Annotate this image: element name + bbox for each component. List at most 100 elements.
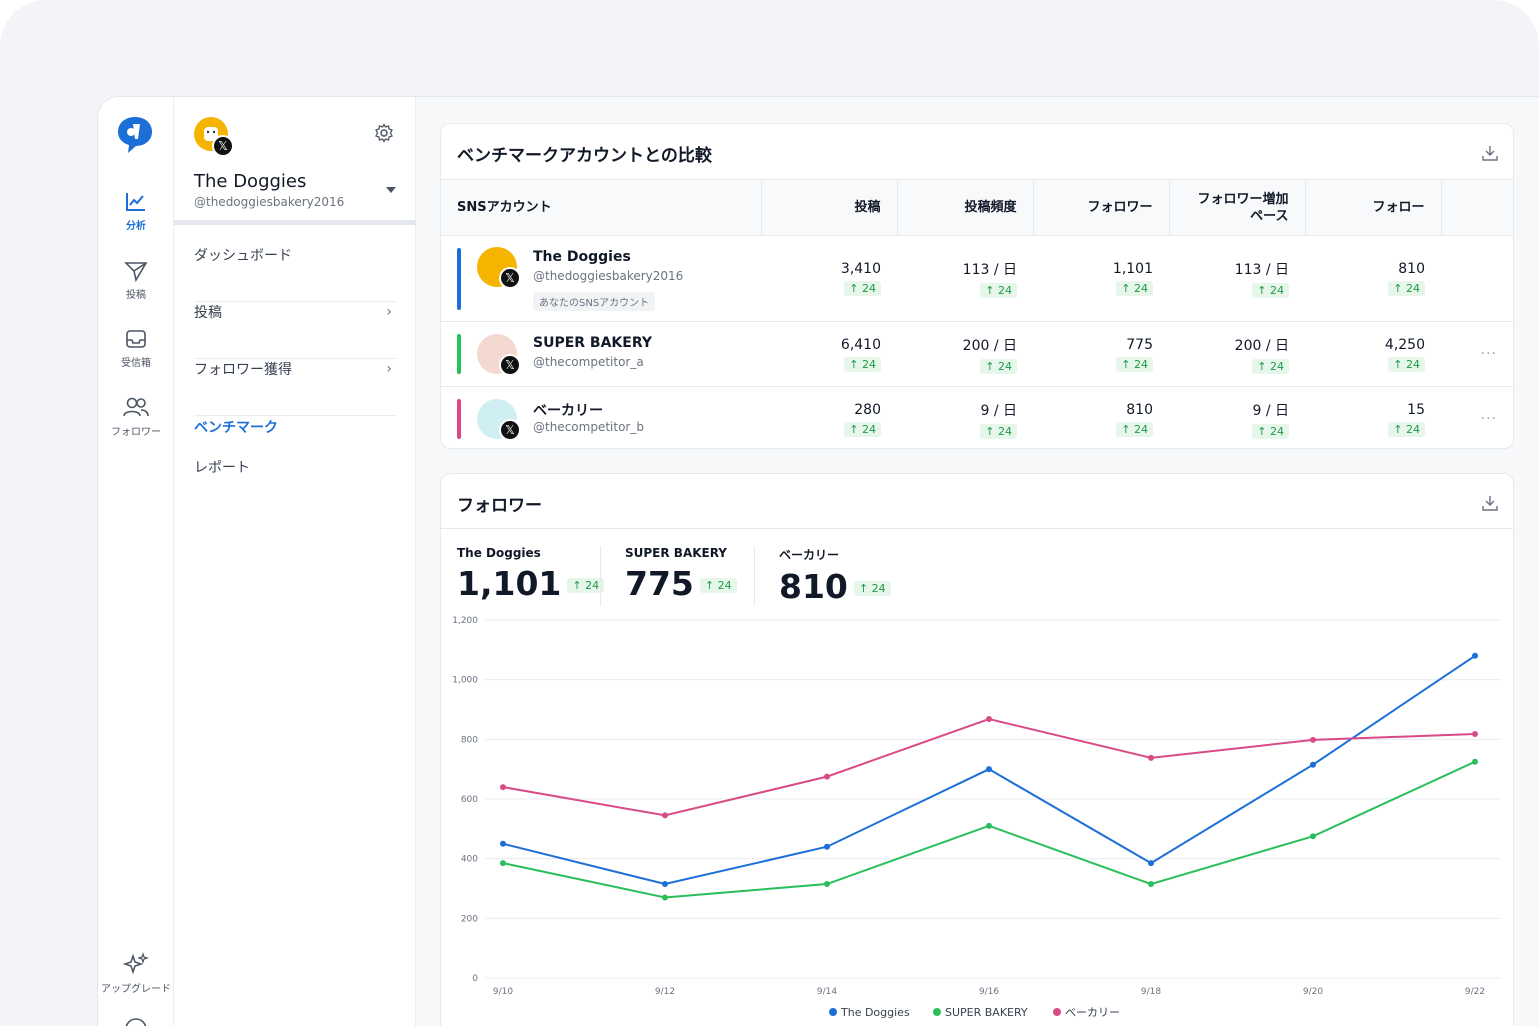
delta-value: 24: [998, 359, 1012, 373]
account-dropdown-icon[interactable]: [386, 187, 396, 193]
y-tick-label: 800: [461, 735, 478, 745]
delta-value: 24: [998, 284, 1012, 297]
account-cell: 𝕏 The Doggies @thedoggiesbakery2016 あなたの…: [441, 235, 761, 322]
rail-label: アップグレード: [101, 984, 171, 995]
x-tick-label: 9/14: [817, 987, 837, 997]
nav-dashboard[interactable]: ダッシュボード: [194, 245, 396, 302]
column-header[interactable]: SNSアカウント: [441, 179, 762, 236]
column-header[interactable]: 投稿頻度: [897, 179, 1034, 236]
table-row[interactable]: 𝕏 ベーカリー @thecompetitor_b 280 ↑ 24 9 / 日 ↑ …: [441, 387, 1513, 452]
delta-badge: ↑ 24: [567, 578, 605, 593]
benchmark-card: ベンチマークアカウントとの比較 SNSアカウント 投稿 投稿頻度 フォロワー フ…: [440, 123, 1514, 449]
app-logo-icon: [118, 117, 152, 153]
chevron-right-icon: ›: [386, 361, 392, 377]
account-name: ベーカリー: [533, 403, 603, 419]
rail-item-posts[interactable]: 投稿: [98, 260, 174, 301]
data-point: [1472, 730, 1478, 737]
sparkle-icon: [122, 952, 149, 975]
column-header[interactable]: 投稿: [761, 179, 898, 236]
stat-doggies: The Doggies 1,101 ↑ 24: [457, 546, 605, 603]
data-point: [1472, 758, 1478, 765]
legend-label: ベーカリー: [1065, 1006, 1120, 1019]
y-tick-label: 400: [461, 855, 478, 865]
delta-badge: ↑ 24: [1388, 281, 1425, 296]
delta-badge: ↑ 24: [1252, 423, 1289, 439]
table-row[interactable]: 𝕏 The Doggies @thedoggiesbakery2016 あなたの…: [441, 235, 1513, 322]
nav-posts[interactable]: 投稿 ›: [194, 302, 396, 359]
x-tick-label: 9/12: [655, 987, 675, 997]
y-tick-label: 200: [461, 914, 478, 924]
freq-value: 113 / 日: [962, 262, 1017, 278]
delta-badge: ↑ 24: [1252, 283, 1289, 298]
gear-icon[interactable]: [374, 123, 394, 143]
stat-number: 775: [625, 564, 694, 603]
nav-report[interactable]: レポート: [194, 457, 396, 477]
delta-badge: ↑ 24: [1252, 358, 1289, 374]
legend-swatch: [1053, 1008, 1061, 1016]
followers-line-chart: 0 200 400 600 800 1,000 1,200 9/10 9/12 9/14 9/16 9…: [452, 616, 1501, 1019]
download-icon[interactable]: [1481, 494, 1499, 512]
nav-followers[interactable]: フォロワー獲得 ›: [194, 359, 396, 416]
delta-badge: ↑ 24: [844, 281, 881, 296]
followers-value: 1,101: [1112, 261, 1153, 277]
data-point: [1148, 754, 1154, 761]
rail-item-analytics[interactable]: 分析: [98, 191, 174, 232]
data-point: [662, 881, 668, 888]
upgrade-button[interactable]: アップグレード: [98, 952, 174, 995]
benchmark-title: ベンチマークアカウントとの比較: [457, 146, 712, 166]
data-point: [824, 843, 830, 850]
nav-label: ダッシュボード: [194, 248, 292, 264]
rail-item-followers[interactable]: フォロワー: [98, 395, 174, 438]
rail-item-inbox[interactable]: 受信箱: [98, 328, 174, 369]
followers-title: フォロワー: [457, 496, 542, 516]
stat-label: The Doggies: [457, 546, 541, 560]
posts-value: 3,410: [840, 261, 881, 277]
avatar: 𝕏: [477, 399, 521, 441]
account-handle: @thedoggiesbakery2016: [533, 269, 684, 283]
table-row[interactable]: 𝕏 SUPER BAKERY @thecompetitor_a 6,410 ↑ 2…: [441, 321, 1513, 387]
column-header[interactable]: フォロワー増加ペース: [1169, 179, 1306, 236]
app-window: 分析 投稿 受信箱: [97, 96, 1539, 1026]
nav-benchmark[interactable]: ベンチマーク: [194, 417, 396, 437]
legend-label: The Doggies: [840, 1006, 910, 1019]
follow-value: 4,250: [1384, 336, 1425, 353]
nav-label: レポート: [194, 460, 250, 476]
column-header[interactable]: フォロー: [1305, 179, 1442, 236]
followers-card: フォロワー The Doggies 1,101 ↑ 24 SUPER BAKERY…: [440, 473, 1514, 1026]
table-header-row: SNSアカウント 投稿 投稿頻度 フォロワー フォロワー増加ペース フォロー: [441, 179, 1513, 236]
delta-badge: ↑ 24: [980, 423, 1017, 439]
actions-cell: [1441, 235, 1513, 322]
freq-value: 200 / 日: [962, 337, 1017, 354]
pace-cell: 113 / 日 ↑ 24: [1169, 235, 1305, 322]
more-options-icon[interactable]: ···: [1480, 411, 1497, 427]
data-point: [662, 894, 668, 901]
posts-cell: 6,410 ↑ 24: [761, 321, 897, 387]
users-icon: [123, 397, 149, 417]
divider: [174, 220, 416, 225]
account-avatar[interactable]: 𝕏: [194, 117, 234, 157]
legend-label: SUPER BAKERY: [945, 1006, 1028, 1019]
nav-label: 投稿: [194, 305, 222, 321]
more-options-icon[interactable]: ···: [1441, 321, 1513, 387]
download-icon[interactable]: [1481, 144, 1499, 162]
followers-value: 775: [1126, 336, 1153, 353]
x-logo-icon: 𝕏: [499, 419, 521, 441]
account-cell: 𝕏 ベーカリー @thecompetitor_b: [441, 387, 761, 452]
help-icon[interactable]: [124, 1017, 148, 1026]
icon-rail: 分析 投稿 受信箱: [98, 97, 174, 1026]
series-line: [502, 760, 1476, 899]
delta-badge: ↑ 24: [980, 358, 1017, 374]
x-logo-icon: 𝕏: [212, 135, 234, 157]
delta-value: 24: [998, 424, 1012, 438]
rail-label: 受信箱: [121, 358, 151, 369]
stat-number: 1,101: [457, 564, 562, 603]
legend-swatch: [829, 1008, 837, 1016]
y-tick-label: 0: [472, 974, 478, 984]
column-header[interactable]: フォロワー: [1033, 179, 1170, 236]
data-point: [500, 840, 506, 847]
avatar: 𝕏: [477, 247, 521, 289]
stat-value: 775 ↑ 24: [625, 564, 737, 603]
delta-value: 24: [1270, 359, 1284, 373]
delta-value: 24: [1270, 424, 1284, 438]
